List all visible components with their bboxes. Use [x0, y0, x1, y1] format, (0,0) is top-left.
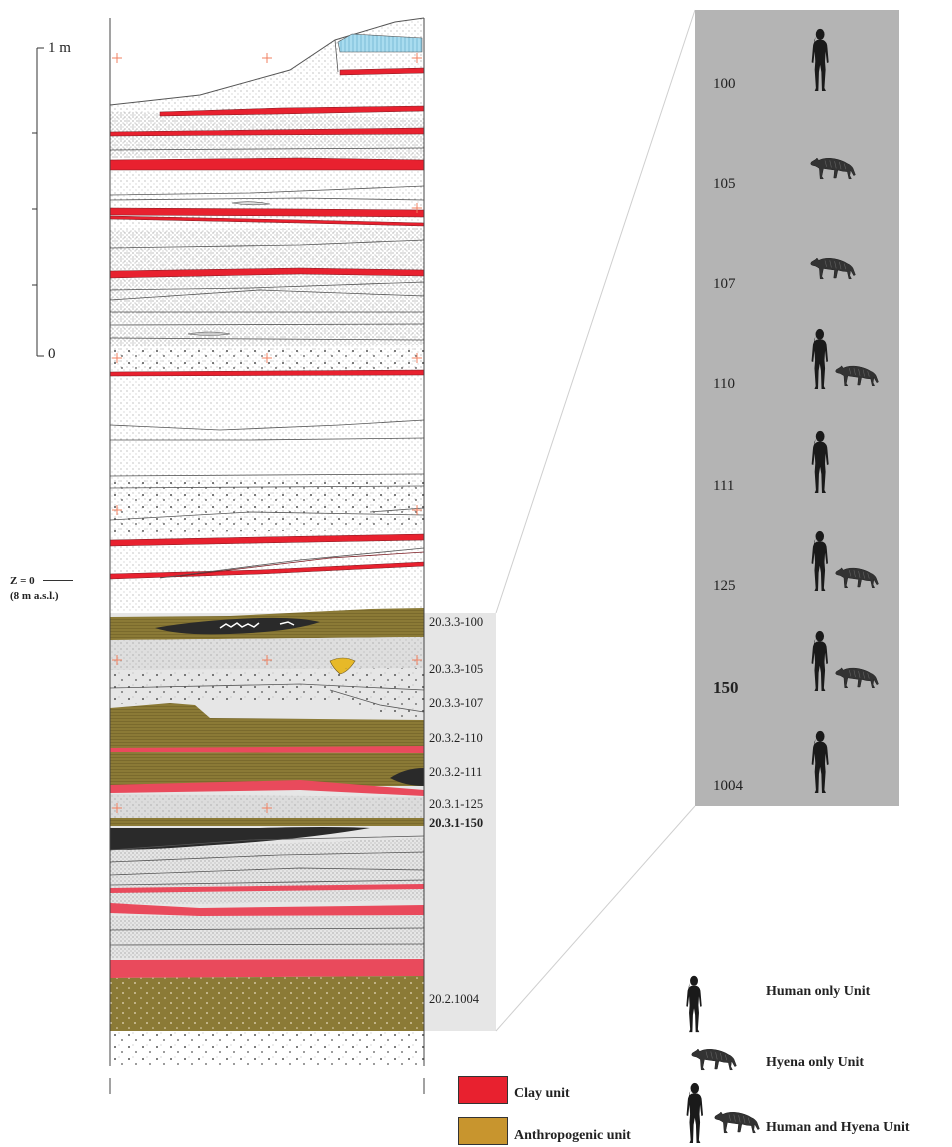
unit-label: 20.3.2-110	[429, 731, 483, 745]
human-silhouette-icon	[808, 328, 832, 395]
panel-unit-number: 107	[713, 276, 736, 292]
human-only-legend-label: Human only Unit	[766, 984, 871, 999]
clay-legend-label: Clay unit	[514, 1086, 570, 1101]
dark-lens-100	[155, 617, 320, 635]
panel-unit-number: 125	[713, 578, 736, 594]
unit-label: 20.3.1-150	[429, 816, 484, 830]
hyena-silhouette-icon	[834, 564, 880, 594]
unit-label: 20.3.3-100	[429, 615, 484, 629]
human-silhouette-icon	[808, 530, 832, 597]
anthropogenic-unit-125	[110, 818, 424, 826]
anthropogenic-unit-1004	[110, 976, 424, 1031]
human-silhouette-icon	[808, 730, 832, 799]
human-hyena-icon	[683, 1082, 763, 1144]
hyena-silhouette-icon	[834, 664, 880, 694]
panel-unit-number: 100	[713, 76, 736, 92]
clay-bands-upper	[109, 67, 425, 580]
human-silhouette-icon	[808, 430, 832, 499]
anthropogenic-swatch	[458, 1117, 508, 1145]
unit-label: 20.3.3-105	[429, 662, 484, 676]
zoom-connector-top	[495, 9, 696, 614]
hyena-silhouette-icon	[690, 1045, 738, 1076]
human-silhouette-icon	[683, 975, 705, 1038]
panel-unit-number: 150	[713, 678, 739, 697]
scale-bar	[32, 47, 44, 357]
scale-bottom-label: 0	[48, 346, 56, 362]
dark-lens-150	[110, 827, 370, 850]
zoom-connector-bottom	[495, 805, 696, 1032]
hyena-silhouette-icon	[834, 362, 880, 392]
unit-summary-panel: 100 105 107 110 111 125 150 1004	[695, 10, 899, 806]
panel-unit-number: 1004	[713, 778, 743, 794]
human-silhouette-icon	[808, 28, 832, 97]
human-silhouette-icon	[808, 630, 832, 697]
clay-band-111	[110, 780, 424, 796]
scale-top-label: 1 m	[48, 40, 71, 56]
datum-z-label: Z = 0	[10, 575, 35, 587]
human-hyena-legend-label: Human and Hyena Unit	[766, 1120, 910, 1135]
unit-label: 20.2.1004	[429, 992, 479, 1006]
unit-label: 20.3.1-125	[429, 797, 484, 811]
anthropogenic-unit-107	[110, 703, 424, 748]
anthropogenic-legend-label: Anthropogenic unit	[514, 1128, 631, 1143]
grid-crosses	[112, 53, 422, 813]
panel-unit-number: 110	[713, 376, 735, 392]
clay-band-1004	[110, 959, 424, 978]
datum-asl-label: (8 m a.s.l.)	[10, 590, 59, 602]
hyena-only-legend-label: Hyena only Unit	[766, 1055, 865, 1070]
water-lens	[337, 33, 423, 53]
panel-unit-number: 105	[713, 176, 736, 192]
unit-label: 20.3.2-111	[429, 765, 483, 779]
clay-swatch	[458, 1076, 508, 1104]
anthropogenic-unit-110	[110, 752, 424, 786]
panel-unit-number: 111	[713, 478, 735, 494]
hyena-silhouette-icon	[809, 254, 857, 285]
unit-label: 20.3.3-107	[429, 696, 484, 710]
clay-band-110	[110, 746, 424, 753]
hyena-silhouette-icon	[809, 154, 857, 185]
datum-label: Z = 0 (8 m a.s.l.)	[10, 574, 73, 604]
